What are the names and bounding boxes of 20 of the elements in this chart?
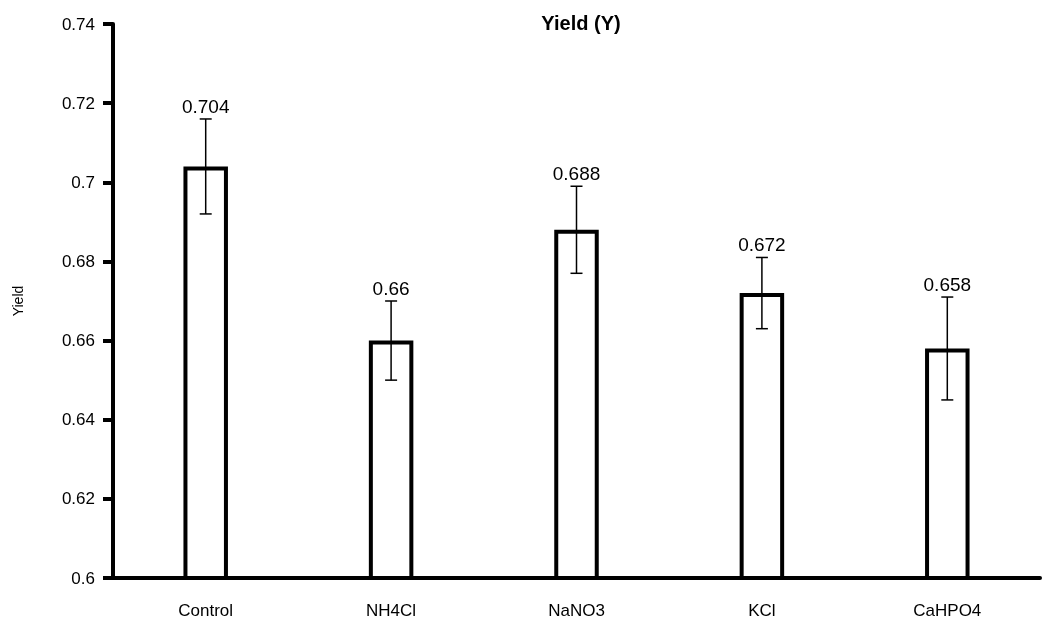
data-label: 0.672 (738, 234, 786, 256)
y-tick-label: 0.6 (71, 568, 95, 588)
data-label: 0.658 (923, 274, 972, 296)
data-label: 0.688 (552, 163, 601, 185)
x-tick-label: NaNO3 (548, 601, 605, 620)
y-tick-label: 0.72 (61, 93, 95, 113)
y-tick-label: 0.7 (71, 172, 95, 192)
y-tick-label: 0.64 (61, 410, 95, 430)
data-label: 0.704 (181, 95, 230, 117)
x-tick-label: CaHPO4 (913, 601, 982, 620)
data-label: 0.66 (372, 278, 410, 299)
y-axis-title: Yield (10, 285, 26, 317)
y-tick-label: 0.66 (61, 331, 95, 351)
x-tick-label: Control (178, 601, 234, 620)
y-tick-label: 0.62 (61, 489, 95, 509)
x-tick-label: KCl (748, 601, 776, 620)
chart-title: Yield (Y) (541, 12, 621, 34)
y-tick-label: 0.68 (61, 251, 95, 271)
y-tick-label: 0.74 (61, 14, 95, 34)
x-tick-label: NH4Cl (366, 601, 417, 620)
